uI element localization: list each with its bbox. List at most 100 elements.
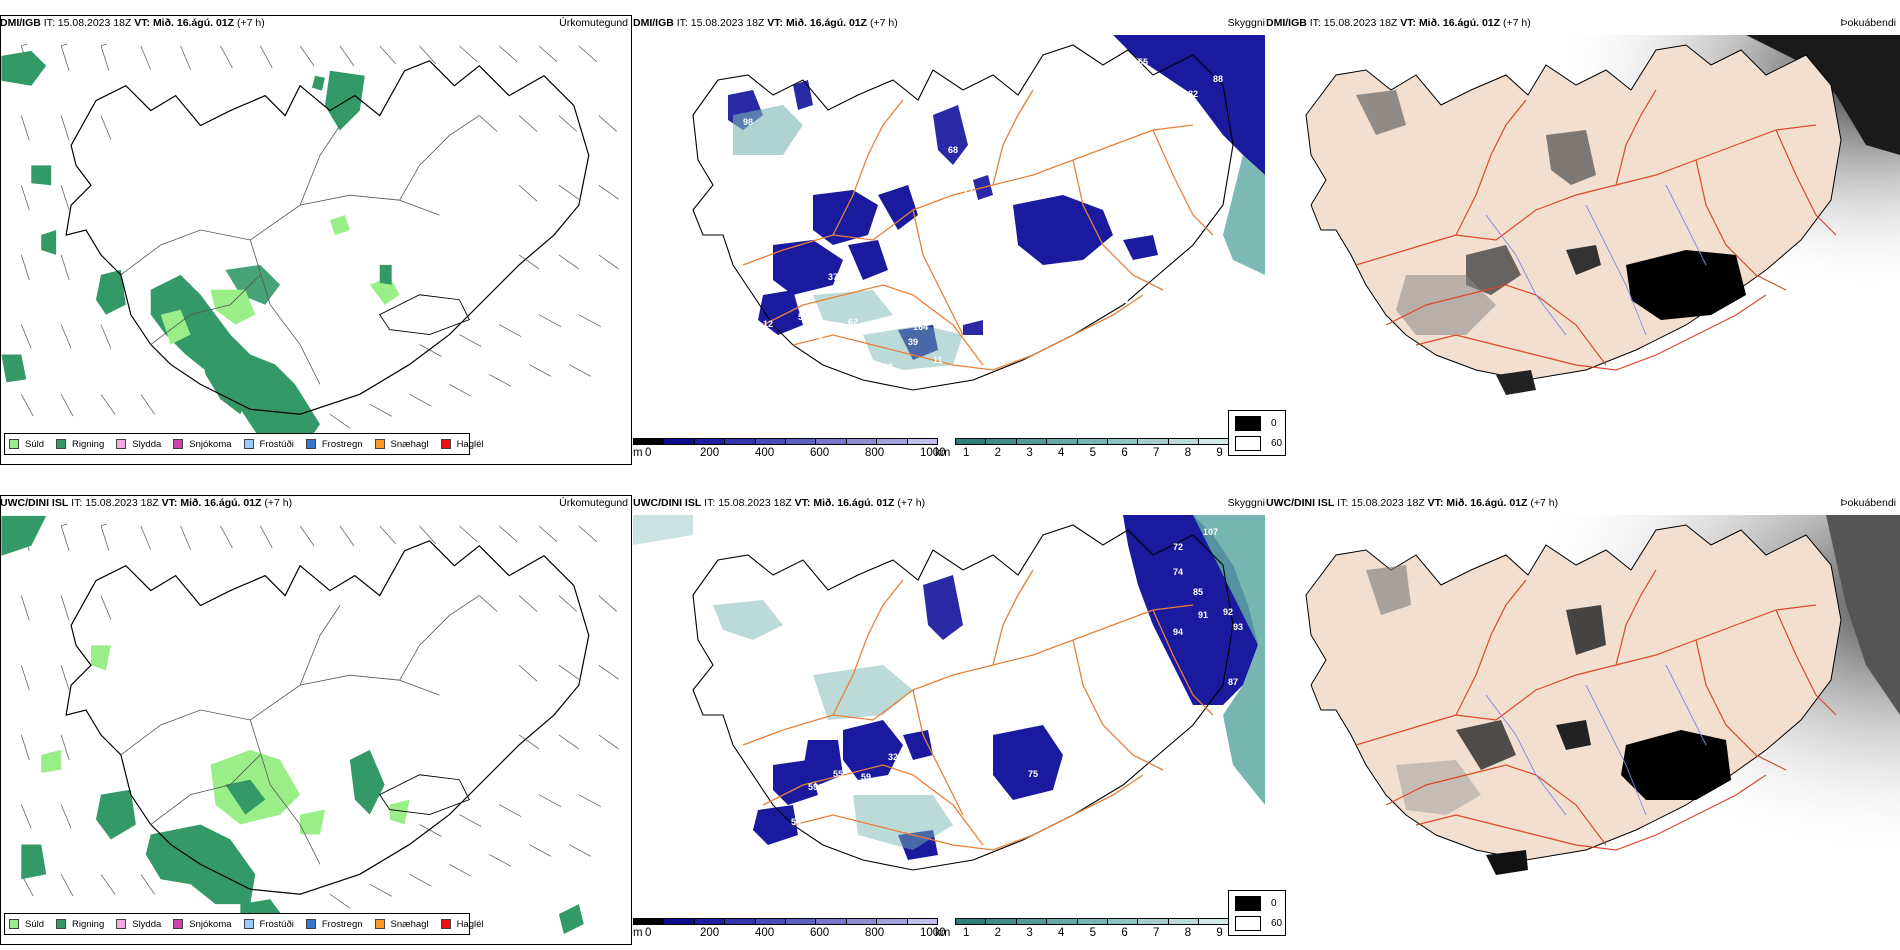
ptype-legend-label: Snjókoma bbox=[189, 438, 232, 450]
colorbar-cell bbox=[1108, 439, 1139, 444]
ptype-legend-swatch bbox=[116, 919, 127, 929]
visibility-value-label: 43 bbox=[933, 747, 943, 757]
colorbar-cell bbox=[1138, 439, 1169, 444]
fog-swatch-white bbox=[1235, 436, 1261, 451]
colorbar-tick-label: 1 bbox=[963, 447, 970, 459]
colorbar-tick-label: 4 bbox=[1058, 927, 1065, 939]
panel-title: Skyggni bbox=[1227, 497, 1265, 509]
ptype-legend-item: Frostregn bbox=[305, 439, 363, 450]
ptype-legend-swatch bbox=[440, 439, 451, 449]
lead-time: (+7 h) bbox=[236, 17, 265, 29]
panel-title: Skyggni bbox=[1227, 17, 1265, 29]
colorbar-tick-label: 9 bbox=[1216, 927, 1223, 939]
init-time: 15.08.2023 18Z bbox=[85, 497, 159, 509]
lead-time: (+7 h) bbox=[264, 497, 293, 509]
panel-visibility-dmi: DMI/IGB IT: 15.08.2023 18Z VT: Mið. 16.á… bbox=[633, 15, 1265, 465]
map-fog bbox=[1266, 35, 1900, 465]
colorbar-unit-km: km bbox=[935, 927, 951, 939]
visibility-value-label: 91 bbox=[1198, 610, 1208, 620]
visibility-value-label: 63 bbox=[1148, 119, 1158, 129]
ptype-legend-label: Frostúði bbox=[259, 918, 294, 930]
valid-time: Mið. 16.ágú. 01Z bbox=[180, 497, 262, 509]
ptype-legend-label: Rigning bbox=[72, 438, 105, 450]
panel-ptype-dmi: DMI/IGB IT: 15.08.2023 18Z VT: Mið. 16.á… bbox=[0, 15, 632, 465]
panel-header: DMI/IGB IT: 15.08.2023 18Z VT: Mið. 16.á… bbox=[633, 15, 898, 31]
colorbar-cell bbox=[725, 919, 756, 924]
colorbar-tick-label: 8 bbox=[1184, 927, 1192, 939]
colorbar-tick-label: 400 bbox=[755, 447, 775, 459]
panel-title: Þokuábendi bbox=[1840, 17, 1896, 29]
ptype-legend-swatch bbox=[243, 919, 254, 929]
visibility-value-label: 55 bbox=[1138, 57, 1148, 67]
colorbar-tick-label: 2 bbox=[994, 927, 1002, 939]
colorbar-cell bbox=[1047, 439, 1078, 444]
visibility-value-label: 62 bbox=[848, 317, 858, 327]
panel-title: Þokuábendi bbox=[1840, 497, 1896, 509]
ptype-legend-swatch bbox=[56, 919, 67, 929]
colorbar-tick-label: 8 bbox=[1184, 447, 1192, 459]
colorbar-cell bbox=[755, 919, 787, 924]
visibility-value-label: 68 bbox=[948, 145, 958, 155]
ptype-legend-swatch bbox=[116, 439, 127, 449]
ptype-legend-item: Snjókoma bbox=[173, 438, 232, 450]
map-ptype bbox=[0, 15, 632, 465]
fog-legend-row: 0 bbox=[1235, 896, 1277, 911]
colorbar-cell bbox=[1199, 919, 1230, 924]
colorbar-tick-label: 200 bbox=[700, 927, 720, 939]
panel-header: DMI/IGB IT: 15.08.2023 18Z VT: Mið. 16.á… bbox=[0, 15, 265, 31]
fog-swatch-black bbox=[1235, 896, 1261, 911]
visibility-value-label: 51 bbox=[798, 355, 808, 365]
colorbar-cell bbox=[1077, 919, 1109, 924]
visibility-value-label: 47 bbox=[1018, 282, 1028, 292]
valid-time: Mið. 16.ágú. 01Z bbox=[152, 17, 235, 29]
visibility-value-label: 76 bbox=[1178, 127, 1188, 137]
fog-legend-label: 60 bbox=[1271, 918, 1283, 929]
visibility-value-label: 32 bbox=[888, 752, 898, 762]
fog-legend-label: 0 bbox=[1271, 418, 1277, 429]
colorbar-tick-label: 0 bbox=[645, 447, 652, 459]
it-label: IT: bbox=[1309, 17, 1321, 29]
ptype-legend-swatch bbox=[9, 439, 19, 449]
visibility-value-label: 55 bbox=[833, 769, 843, 779]
colorbar-tick-label: 1000 bbox=[920, 447, 946, 459]
colorbar-cell bbox=[816, 919, 847, 924]
panel-ptype-uwc: UWC/DINI ISL IT: 15.08.2023 18Z VT: Mið.… bbox=[0, 495, 632, 945]
colorbar-tick-label: 5 bbox=[1089, 927, 1097, 939]
colorbar-cell bbox=[725, 439, 756, 444]
panel-header: DMI/IGB IT: 15.08.2023 18Z VT: Mið. 16.á… bbox=[1266, 15, 1531, 31]
fog-legend-row: 60 bbox=[1235, 436, 1282, 451]
lead-time: (+7 h) bbox=[869, 17, 898, 29]
vt-label: VT: bbox=[134, 17, 151, 29]
valid-time: Mið. 16.ágú. 01Z bbox=[813, 497, 895, 509]
visibility-value-label: 63 bbox=[914, 767, 924, 777]
panel-header: UWC/DINI ISL IT: 15.08.2023 18Z VT: Mið.… bbox=[633, 495, 925, 511]
ptype-legend-item: Frostregn bbox=[305, 918, 363, 930]
ptype-legend: Súld Rigning Slydda Snjókoma Frostúði Frostre… bbox=[4, 913, 484, 935]
colorbar-cell bbox=[694, 439, 726, 444]
map-ptype bbox=[0, 495, 632, 945]
ptype-legend-item: Haglél bbox=[440, 919, 484, 930]
colorbar-tick-label: 600 bbox=[810, 927, 830, 939]
colorbar-tick-label: 1000 bbox=[920, 927, 946, 939]
panel-fog-uwc: UWC/DINI ISL IT: 15.08.2023 18Z VT: Mið.… bbox=[1228, 495, 1900, 945]
panel-title: Úrkomutegund bbox=[559, 497, 628, 509]
map-visibility: 55 88 82 84 63 76 85 53 98 68 77 42 37 47 75 52 56 62 164 9… bbox=[692, 35, 1265, 397]
ptype-legend-item: Snjókoma bbox=[173, 919, 232, 930]
visibility-value-label: 53 bbox=[1208, 162, 1218, 172]
ptype-legend-swatch bbox=[173, 919, 184, 929]
colorbar-cell bbox=[664, 439, 695, 444]
colorbar-cell bbox=[877, 439, 908, 444]
colorbar-height-bar bbox=[633, 438, 938, 445]
ptype-legend-label: Súld bbox=[25, 438, 45, 450]
colorbar-km-bar bbox=[955, 918, 1260, 925]
colorbar-cell bbox=[877, 919, 908, 924]
colorbar-km-bar bbox=[955, 438, 1260, 445]
fog-legend-label: 60 bbox=[1271, 438, 1283, 449]
ptype-legend-item: Slydda bbox=[116, 919, 161, 930]
colorbar-tick-label: 800 bbox=[865, 927, 885, 939]
colorbar-tick-label: 5 bbox=[1089, 447, 1097, 459]
model-name: DMI/IGB bbox=[1266, 17, 1307, 29]
model-name: UWC/DINI ISL bbox=[1266, 497, 1335, 509]
ptype-legend-label: Frostregn bbox=[321, 918, 363, 930]
